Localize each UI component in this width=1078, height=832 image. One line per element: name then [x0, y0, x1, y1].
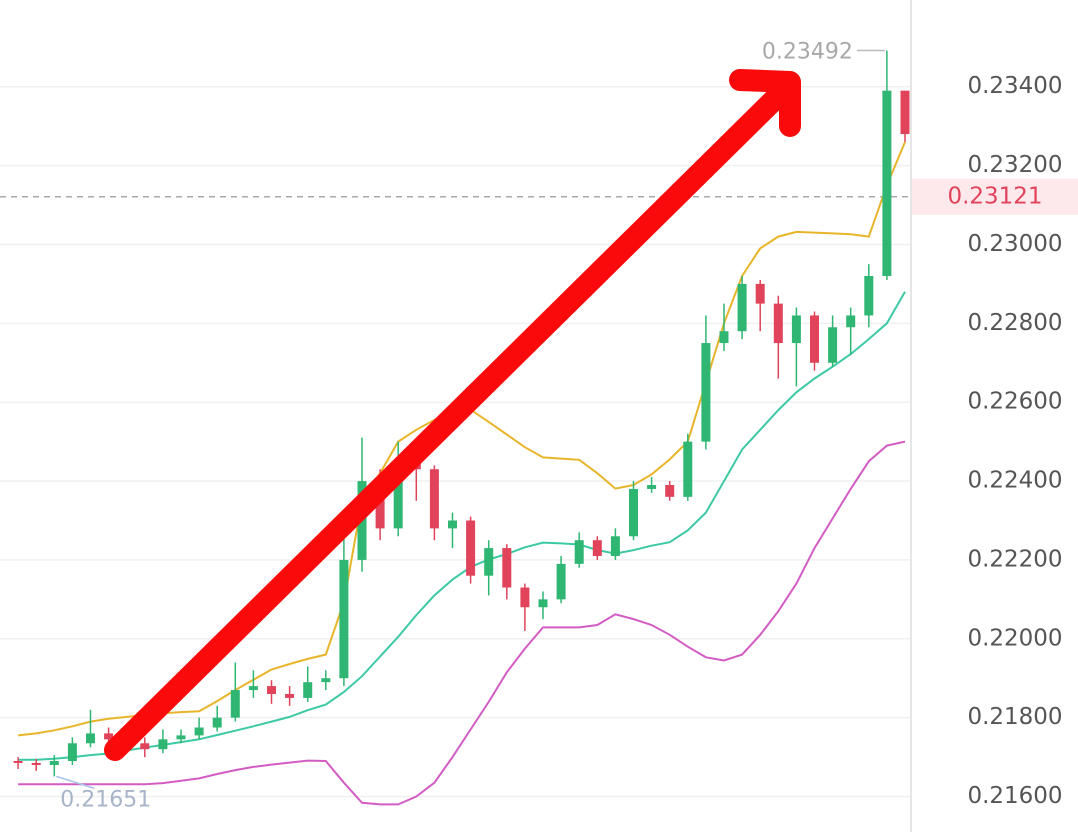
candle-body — [484, 548, 494, 576]
candle-body — [773, 303, 783, 344]
candle-body — [339, 559, 349, 679]
min-leader — [56, 775, 95, 790]
candle-body — [267, 686, 276, 694]
annotations: 0.23492 0.21651 — [56, 39, 885, 812]
y-tick-label: 0.22200 — [967, 546, 1062, 572]
candle-body — [285, 693, 295, 698]
arrow-shaft — [104, 81, 793, 761]
candle-body — [248, 686, 258, 691]
candle-body — [737, 283, 747, 332]
candle-body — [755, 283, 765, 304]
candle-body — [466, 520, 476, 576]
last-price-label: 0.23121 — [947, 183, 1042, 209]
last-price-badge — [912, 178, 1078, 215]
candle-body — [846, 315, 856, 328]
candle-body — [538, 599, 548, 608]
candle-body — [701, 343, 711, 442]
candle-body — [429, 469, 439, 529]
y-tick-label: 0.21600 — [967, 783, 1062, 809]
candle-body — [647, 485, 657, 489]
candle-body — [791, 315, 801, 344]
candle-body — [520, 587, 530, 608]
candle-body — [828, 327, 838, 363]
candle-body — [176, 735, 186, 740]
candle-body — [13, 761, 23, 763]
candle-body — [610, 536, 620, 556]
indicator-line — [18, 440, 906, 806]
grid — [0, 85, 911, 798]
y-tick-label: 0.23200 — [967, 152, 1062, 178]
y-tick-label: 0.21800 — [967, 704, 1062, 730]
candle-body — [230, 690, 240, 718]
candle-body — [810, 315, 819, 363]
candle-body — [104, 733, 114, 740]
candle-body — [140, 743, 150, 750]
candle-body — [629, 488, 638, 537]
indicator-line — [17, 141, 906, 737]
candle-body — [448, 520, 457, 529]
candle-body — [375, 481, 385, 529]
candle-body — [212, 717, 222, 728]
y-tick-label: 0.22800 — [967, 310, 1062, 336]
candle-body — [592, 540, 602, 556]
candle-body — [665, 485, 675, 497]
candle-body — [303, 682, 313, 698]
candle-body — [393, 461, 403, 529]
indicator-line — [18, 291, 906, 761]
candle-body — [719, 331, 729, 344]
candle-body — [574, 540, 584, 564]
y-axis: 0.21600 0.21800 0.22000 0.22200 0.22400 0.226… — [912, 73, 1078, 809]
candle-body — [864, 276, 874, 316]
y-tick-label: 0.22400 — [967, 468, 1062, 494]
candle-body — [502, 548, 512, 588]
min-label: 0.21651 — [60, 787, 151, 812]
y-tick-label: 0.22600 — [967, 389, 1062, 415]
arrow-head — [729, 69, 801, 137]
max-label: 0.23492 — [762, 39, 853, 64]
candle-body — [556, 563, 566, 600]
candle-body — [321, 678, 331, 683]
candle-body — [683, 441, 693, 497]
candle-body — [49, 761, 59, 765]
candle-body — [882, 90, 892, 277]
y-tick-label: 0.23400 — [967, 73, 1062, 99]
y-tick-label: 0.23000 — [967, 231, 1062, 257]
candle-body — [86, 733, 95, 744]
candle-body — [31, 762, 41, 765]
candle-body — [194, 727, 204, 736]
candle-body — [67, 743, 77, 762]
candle-body — [900, 90, 910, 135]
trend-arrow — [104, 69, 801, 761]
candle-body — [158, 739, 168, 750]
y-tick-label: 0.22000 — [967, 625, 1062, 651]
